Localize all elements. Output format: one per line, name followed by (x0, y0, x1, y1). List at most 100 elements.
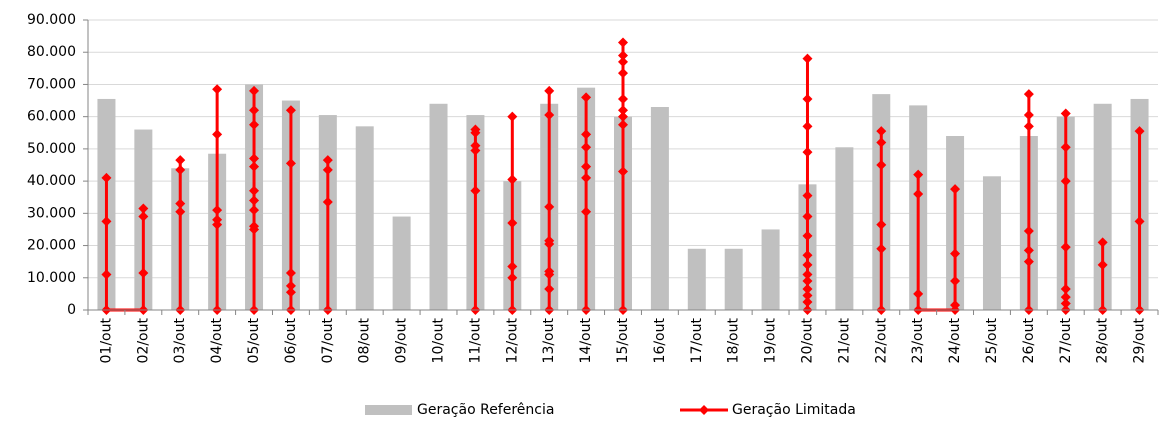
line-marker (1023, 121, 1034, 132)
line-marker (802, 211, 813, 222)
line-marker (618, 105, 628, 116)
x-tick-label: 13/out (541, 317, 557, 363)
y-tick-label: 30.000 (27, 205, 76, 221)
line-marker (802, 230, 813, 241)
line-marker (212, 214, 223, 225)
line-marker (249, 205, 260, 216)
line-marker (1060, 108, 1071, 119)
x-tick-label: 12/out (504, 317, 520, 363)
line-marker (913, 288, 924, 299)
x-tick-label: 04/out (209, 317, 225, 363)
line-marker (876, 137, 887, 148)
line-marker (618, 56, 628, 67)
line-marker (1060, 284, 1071, 295)
bar (429, 103, 448, 311)
line-marker (913, 169, 924, 180)
y-tick-label: 90.000 (27, 12, 76, 28)
line-marker (802, 190, 813, 201)
x-tick-label: 14/out (578, 317, 594, 363)
line-marker (507, 174, 518, 185)
line-marker (950, 276, 961, 286)
x-tick-label: 01/out (98, 317, 114, 363)
x-tick-label: 24/out (947, 317, 963, 363)
x-tick-label: 08/out (357, 317, 373, 363)
x-tick-label: 03/out (172, 317, 188, 363)
x-tick-label: 18/out (726, 317, 742, 363)
y-tick-label: 80.000 (27, 44, 76, 60)
legend-marker (699, 405, 709, 415)
line-marker (175, 206, 186, 217)
x-tick-label: 06/out (283, 317, 299, 363)
line-marker (802, 296, 813, 307)
x-tick-label: 17/out (689, 317, 705, 363)
x-tick-label: 16/out (652, 317, 668, 363)
line-marker (138, 267, 149, 278)
line-marker (618, 119, 628, 130)
line-marker (1060, 242, 1071, 253)
line-marker (802, 284, 813, 295)
bar (650, 107, 669, 310)
line-marker (802, 259, 813, 270)
x-tick-label: 09/out (394, 317, 410, 363)
line-marker (876, 243, 887, 254)
y-tick-label: 0 (67, 302, 76, 318)
y-tick-label: 20.000 (27, 238, 76, 254)
line-marker (249, 195, 260, 206)
line-marker (507, 111, 518, 122)
y-tick-label: 10.000 (27, 270, 76, 286)
line-marker (285, 287, 296, 298)
line-marker (470, 185, 481, 196)
line-marker (1134, 216, 1145, 227)
line-marker (249, 221, 260, 232)
line-marker (950, 248, 961, 259)
line-marker (950, 184, 961, 195)
bar (982, 176, 1001, 310)
x-tick-label: 26/out (1021, 317, 1037, 363)
x-tick-label: 27/out (1058, 317, 1074, 363)
x-tick-label: 10/out (431, 317, 447, 363)
line-marker (175, 164, 186, 175)
bar (355, 126, 374, 310)
line-marker (802, 250, 813, 261)
line-marker (249, 185, 260, 196)
line-marker (1060, 176, 1071, 187)
line-marker (950, 300, 961, 311)
x-tick-label: 15/out (615, 317, 631, 363)
bar (761, 229, 780, 310)
bar (724, 248, 743, 310)
line-marker (322, 197, 333, 208)
line-marker (802, 269, 813, 280)
x-tick-label: 28/out (1095, 317, 1111, 363)
line-marker (876, 126, 887, 137)
line-marker (802, 93, 813, 104)
x-tick-label: 05/out (246, 317, 262, 363)
line-marker (618, 166, 628, 177)
line-marker (1060, 292, 1071, 303)
x-tick-label: 23/out (910, 317, 926, 363)
x-tick-label: 29/out (1132, 317, 1148, 363)
x-tick-label: 02/out (135, 317, 151, 363)
line-marker (802, 147, 813, 158)
line-marker (1023, 226, 1034, 237)
line-marker (212, 205, 223, 216)
line-marker (212, 129, 223, 140)
line-marker (285, 158, 296, 169)
line-marker (618, 111, 628, 122)
line-marker (249, 153, 260, 164)
line-marker (470, 140, 481, 151)
line-marker (1023, 256, 1034, 267)
line-marker (581, 142, 592, 153)
x-tick-label: 21/out (836, 317, 852, 363)
line-marker (802, 276, 813, 286)
line-marker (249, 119, 260, 130)
line-marker (802, 121, 813, 132)
x-tick-label: 19/out (763, 317, 779, 363)
line-marker (1023, 110, 1034, 121)
line-marker (913, 189, 924, 199)
line-marker (581, 161, 592, 172)
legend-label: Geração Referência (417, 402, 554, 418)
x-tick-label: 25/out (984, 317, 1000, 363)
bar (835, 147, 854, 310)
line-marker (1060, 142, 1071, 153)
line-marker (876, 219, 887, 230)
